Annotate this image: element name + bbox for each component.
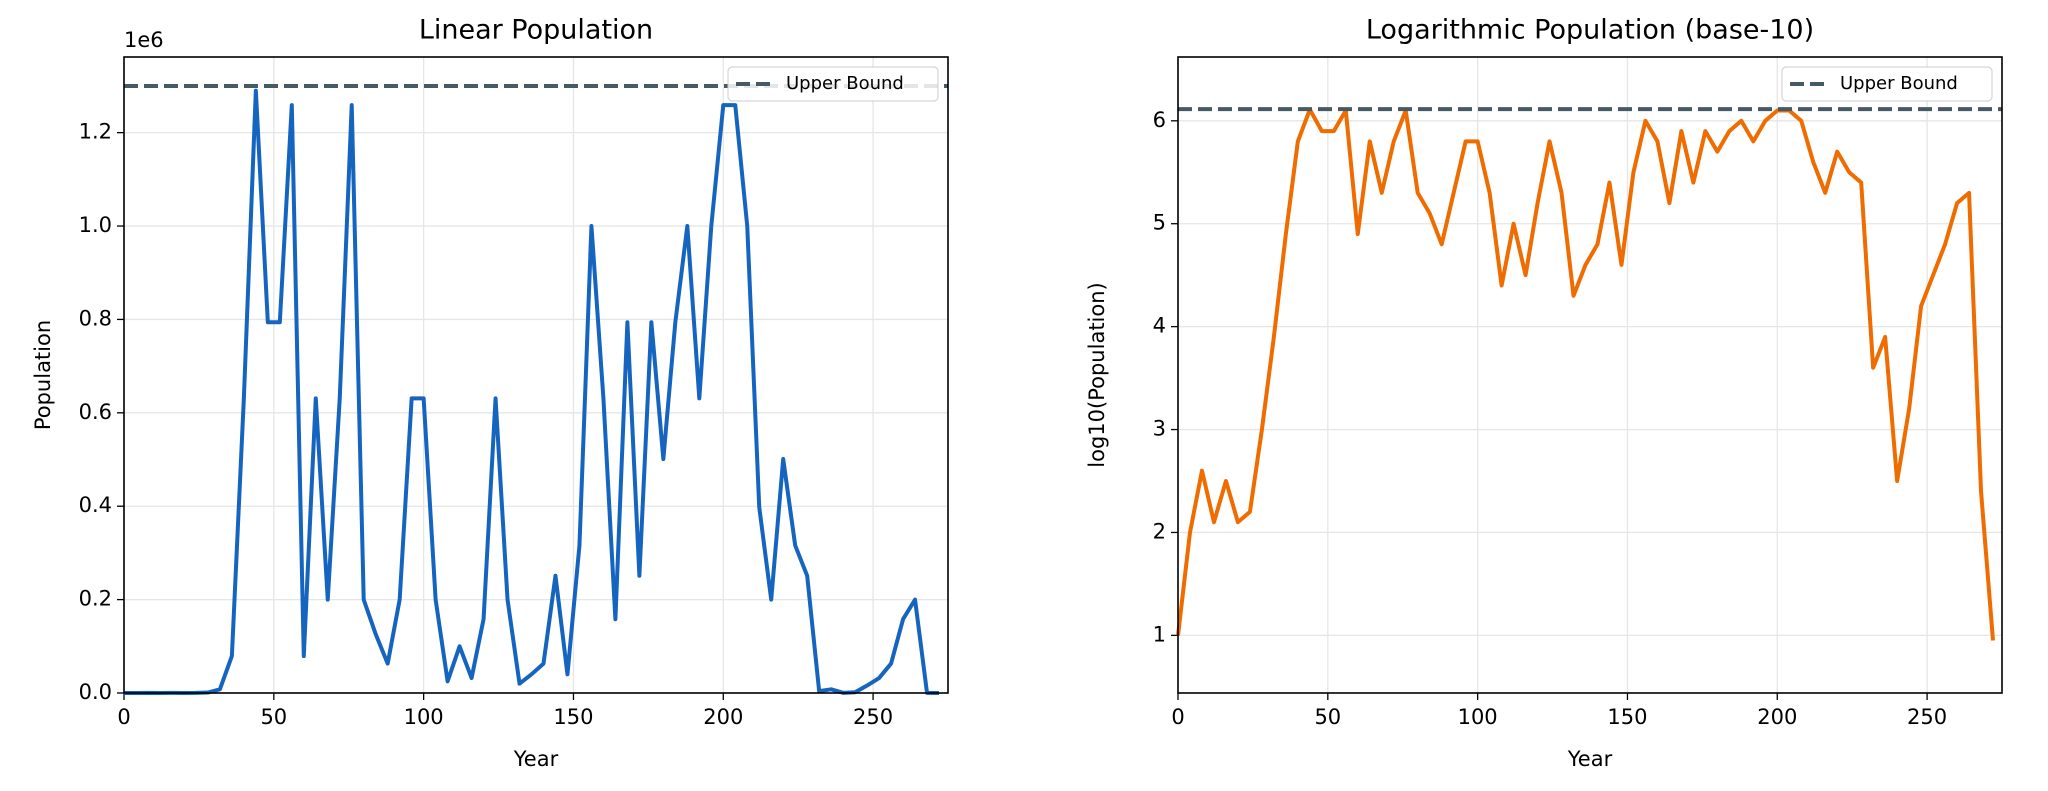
y-tick-label: 0.8 [79,306,112,330]
y-tick-label: 0.2 [79,587,112,611]
data-line [1176,107,1996,641]
y-tick-label: 0.6 [79,400,112,424]
y-tick-label: 1.0 [79,213,112,237]
y-tick-label: 3 [1153,417,1166,441]
y-tick-label: 0.4 [79,493,112,517]
y-tick-label: 5 [1153,211,1166,235]
x-tick-label: 100 [1458,705,1498,729]
legend-box [727,66,939,102]
x-tick-label: 200 [703,705,743,729]
x-tick-label: 0 [1171,705,1184,729]
chart-title: Logarithmic Population (base-10) [1366,15,1814,46]
y-tick-label: 4 [1153,314,1166,338]
y-tick-label: 1.2 [79,120,112,144]
y-axis-label: Population [31,320,55,430]
legend-label: Upper Bound [786,73,904,94]
y-tick-label: 2 [1153,519,1166,543]
x-axis-label: Year [1567,747,1613,771]
x-tick-label: 150 [1607,705,1647,729]
x-tick-label: 250 [1907,705,1947,729]
x-tick-label: 150 [553,705,593,729]
x-tick-label: 50 [260,705,287,729]
x-tick-label: 0 [117,705,130,729]
y-tick-label: 1 [1153,622,1166,646]
x-tick-label: 250 [853,705,893,729]
plot-frame [1177,56,2003,694]
legend-label: Upper Bound [1840,73,1958,94]
axis-offset-label: 1e6 [124,28,164,52]
y-tick-label: 0.0 [79,680,112,704]
y-tick-label: 6 [1153,108,1166,132]
legend-box [1781,66,1993,102]
y-axis-label: log10(Population) [1085,282,1109,467]
chart-title: Linear Population [419,15,653,46]
plot-frame [123,56,949,694]
x-tick-label: 50 [1314,705,1341,729]
x-tick-label: 100 [404,705,444,729]
x-tick-label: 200 [1757,705,1797,729]
data-line [123,88,940,695]
x-axis-label: Year [513,747,559,771]
